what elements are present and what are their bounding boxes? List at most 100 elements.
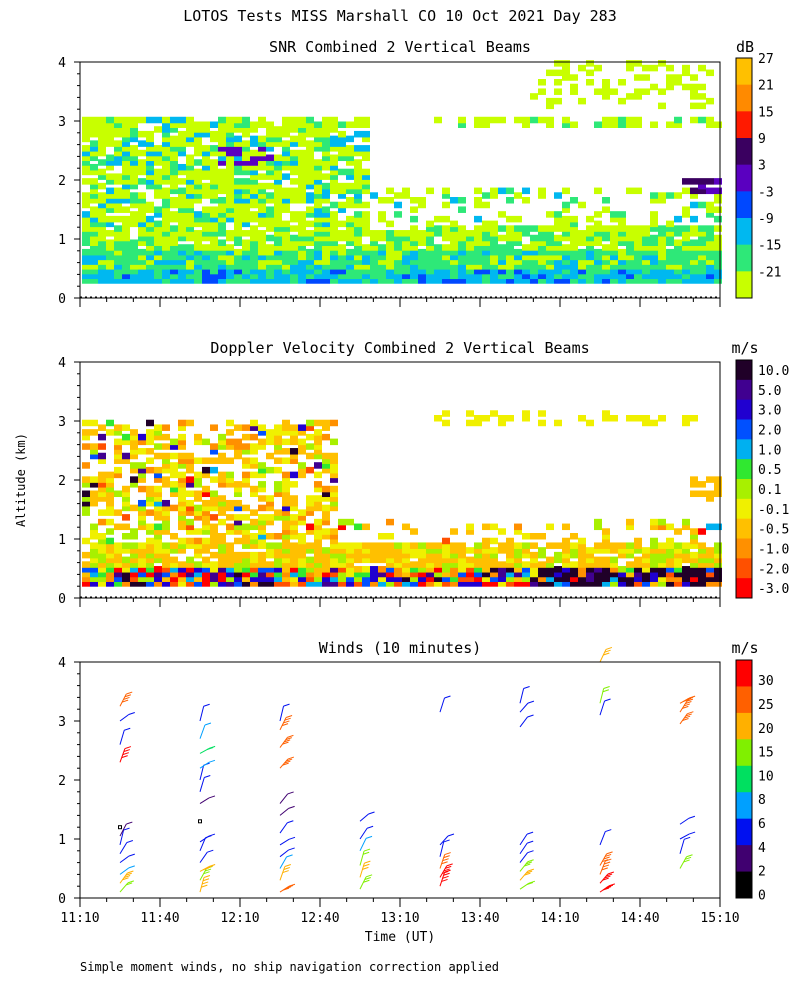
doppler-cell [330,495,338,502]
snr-cell [714,215,722,223]
snr-cell [698,267,706,275]
snr-cell [682,253,690,261]
snr-cell [210,267,218,275]
doppler-cell [186,462,194,469]
doppler-cell [562,537,570,545]
snr-cell [122,277,130,284]
doppler-cell [562,566,570,573]
snr-cell [666,192,674,199]
snr-cell [202,258,210,265]
doppler-cell [162,518,170,526]
snr-cell [306,178,314,185]
doppler-cell [690,533,698,540]
snr-cell [482,230,490,237]
wind-barb [439,872,446,887]
snr-cell [706,116,714,124]
snr-cell [234,126,242,133]
snr-cell [242,258,250,265]
doppler-cell [594,570,602,578]
doppler-cell [90,419,98,427]
snr-cell [402,234,410,242]
doppler-cell [418,547,426,554]
doppler-cell [298,556,306,564]
doppler-cell [154,490,162,498]
doppler-cell [690,537,698,545]
doppler-cell [570,580,578,587]
snr-cell [90,126,98,133]
doppler-cell [250,551,258,559]
doppler-cell [354,547,362,554]
doppler-cell [154,528,162,535]
snr-cell [450,258,458,265]
snr-cell [82,225,90,232]
snr-cell [338,230,346,237]
doppler-cell [282,518,290,526]
doppler-cell [274,542,282,549]
doppler-cell [258,542,266,549]
doppler-cell [322,485,330,493]
snr-cell [322,140,330,147]
doppler-cell [138,575,146,582]
snr-cell [282,126,290,133]
snr-cell [362,263,370,270]
doppler-cell [82,575,90,582]
snr-cell [530,277,538,284]
snr-cell [98,211,106,218]
snr-cell [658,248,666,256]
snr-cell [690,267,698,275]
doppler-cell [482,556,490,564]
doppler-cell [242,424,250,431]
snr-cell [538,239,546,246]
snr-cell [218,253,226,261]
snr-cell [226,277,234,284]
doppler-cell [98,551,106,559]
snr-cell [106,116,114,124]
snr-cell [642,263,650,270]
y-tick-label: 2 [58,774,66,789]
snr-cell [714,192,722,199]
doppler-cell [178,523,186,531]
doppler-cell [522,410,530,417]
snr-cell [90,230,98,237]
snr-cell [362,178,370,185]
snr-cell [354,197,362,204]
snr-cell [162,116,170,124]
x-tick-label: 12:40 [300,911,339,926]
doppler-cell [82,433,90,441]
snr-cell [466,258,474,265]
snr-cell [514,258,522,265]
snr-cell [274,258,282,265]
doppler-cell [258,466,266,474]
snr-cell [586,267,594,275]
snr-cell [682,83,690,91]
doppler-cell [602,537,610,545]
doppler-cell [178,490,186,498]
doppler-cell [410,561,418,568]
doppler-cell [114,551,122,559]
snr-cell [258,263,266,270]
snr-cell [594,258,602,265]
doppler-cell [242,561,250,568]
doppler-cell [498,547,506,554]
doppler-cell [170,490,178,498]
snr-cell [418,201,426,209]
x-tick-label: 13:10 [380,911,419,926]
snr-cell [122,135,130,143]
snr-cell [562,230,570,237]
snr-cell [98,173,106,180]
snr-cell [314,163,322,171]
snr-cell [338,220,346,228]
doppler-cell [650,580,658,587]
doppler-cell [330,528,338,535]
snr-cell [138,206,146,213]
snr-cell [194,215,202,223]
snr-cell [634,187,642,195]
snr-cell [538,258,546,265]
wind-barb-feather [283,867,290,870]
snr-cell [218,154,226,162]
snr-cell [250,163,258,171]
snr-cell [258,182,266,190]
snr-cell [586,225,594,232]
snr-cell [690,201,698,209]
snr-cell [522,121,530,128]
